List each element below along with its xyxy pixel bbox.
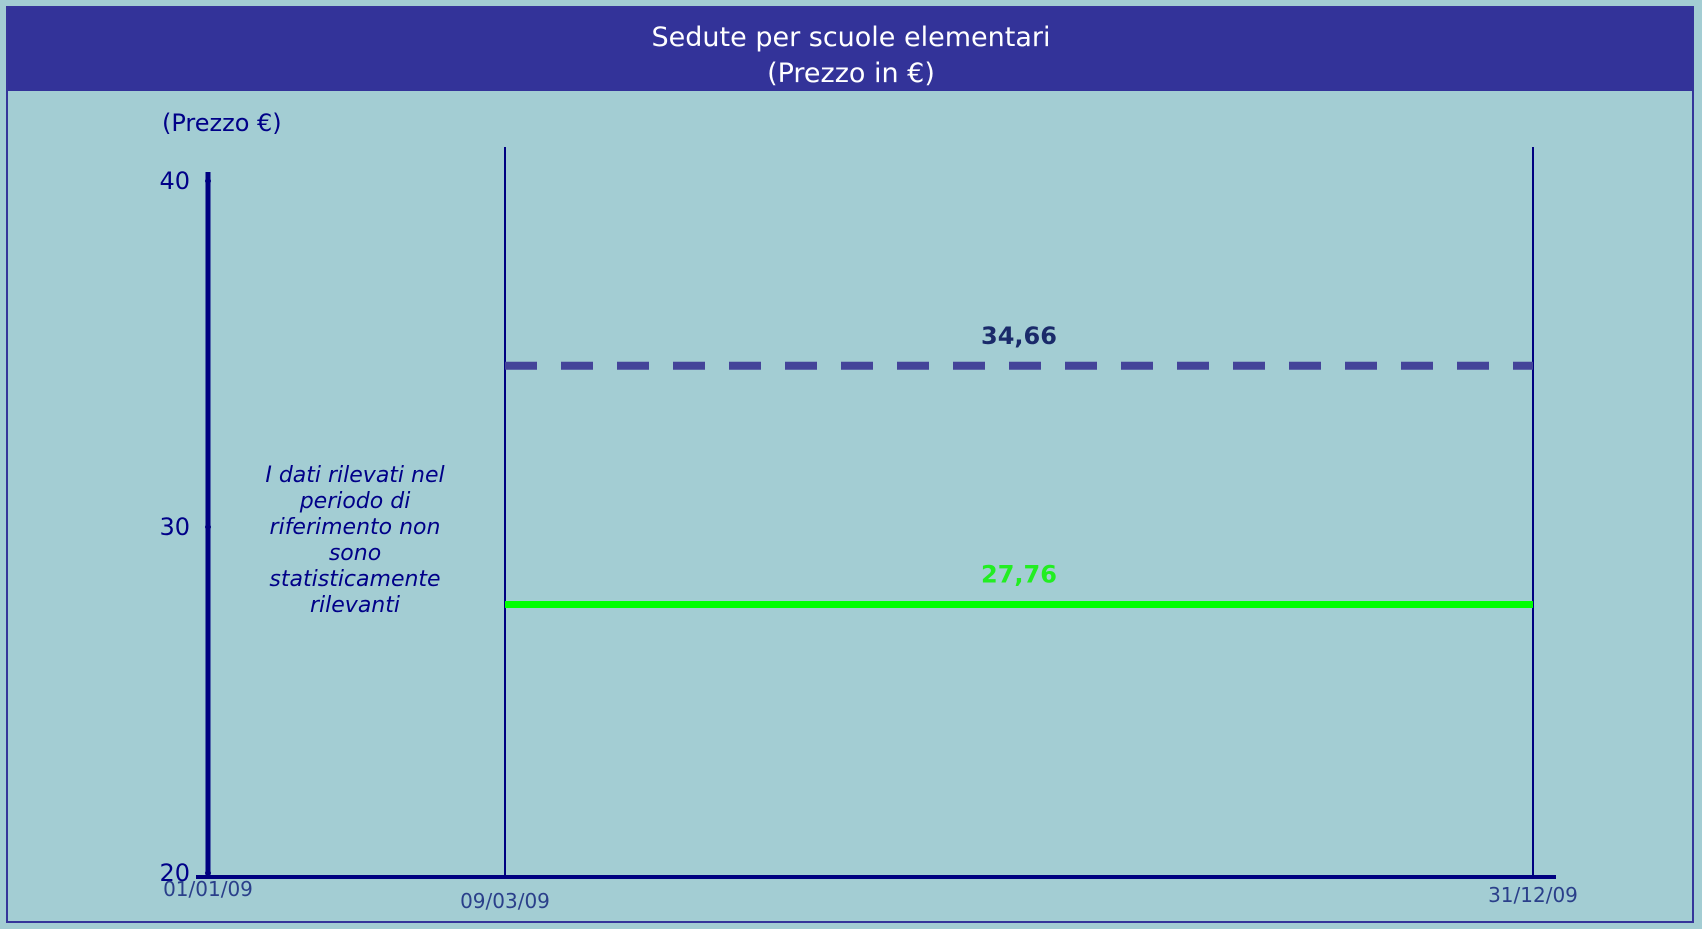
y-tick-label: 20 <box>159 859 190 887</box>
y-tick-mark <box>205 178 211 184</box>
x-tick-label: 09/03/09 <box>460 889 550 913</box>
y-tick-label: 40 <box>159 167 190 195</box>
annotation-note: I dati rilevati nel periodo di riferimen… <box>265 463 445 618</box>
y-tick-label: 30 <box>159 513 190 541</box>
y-tick-mark <box>205 524 211 530</box>
chart-subtitle: (Prezzo in €) <box>767 58 935 89</box>
x-tick-label: 01/01/09 <box>163 877 253 901</box>
title-bar: Sedute per scuole elementari (Prezzo in … <box>8 8 1694 91</box>
y-axis-label: (Prezzo €) <box>162 109 282 137</box>
chart-title: Sedute per scuole elementari <box>651 22 1051 53</box>
series-value-label-1: 34,66 <box>981 322 1057 350</box>
x-tick-label: 31/12/09 <box>1488 883 1578 907</box>
y-tick-mark <box>205 870 211 876</box>
series-value-label-2: 27,76 <box>981 561 1057 589</box>
chart-frame <box>6 6 1694 923</box>
